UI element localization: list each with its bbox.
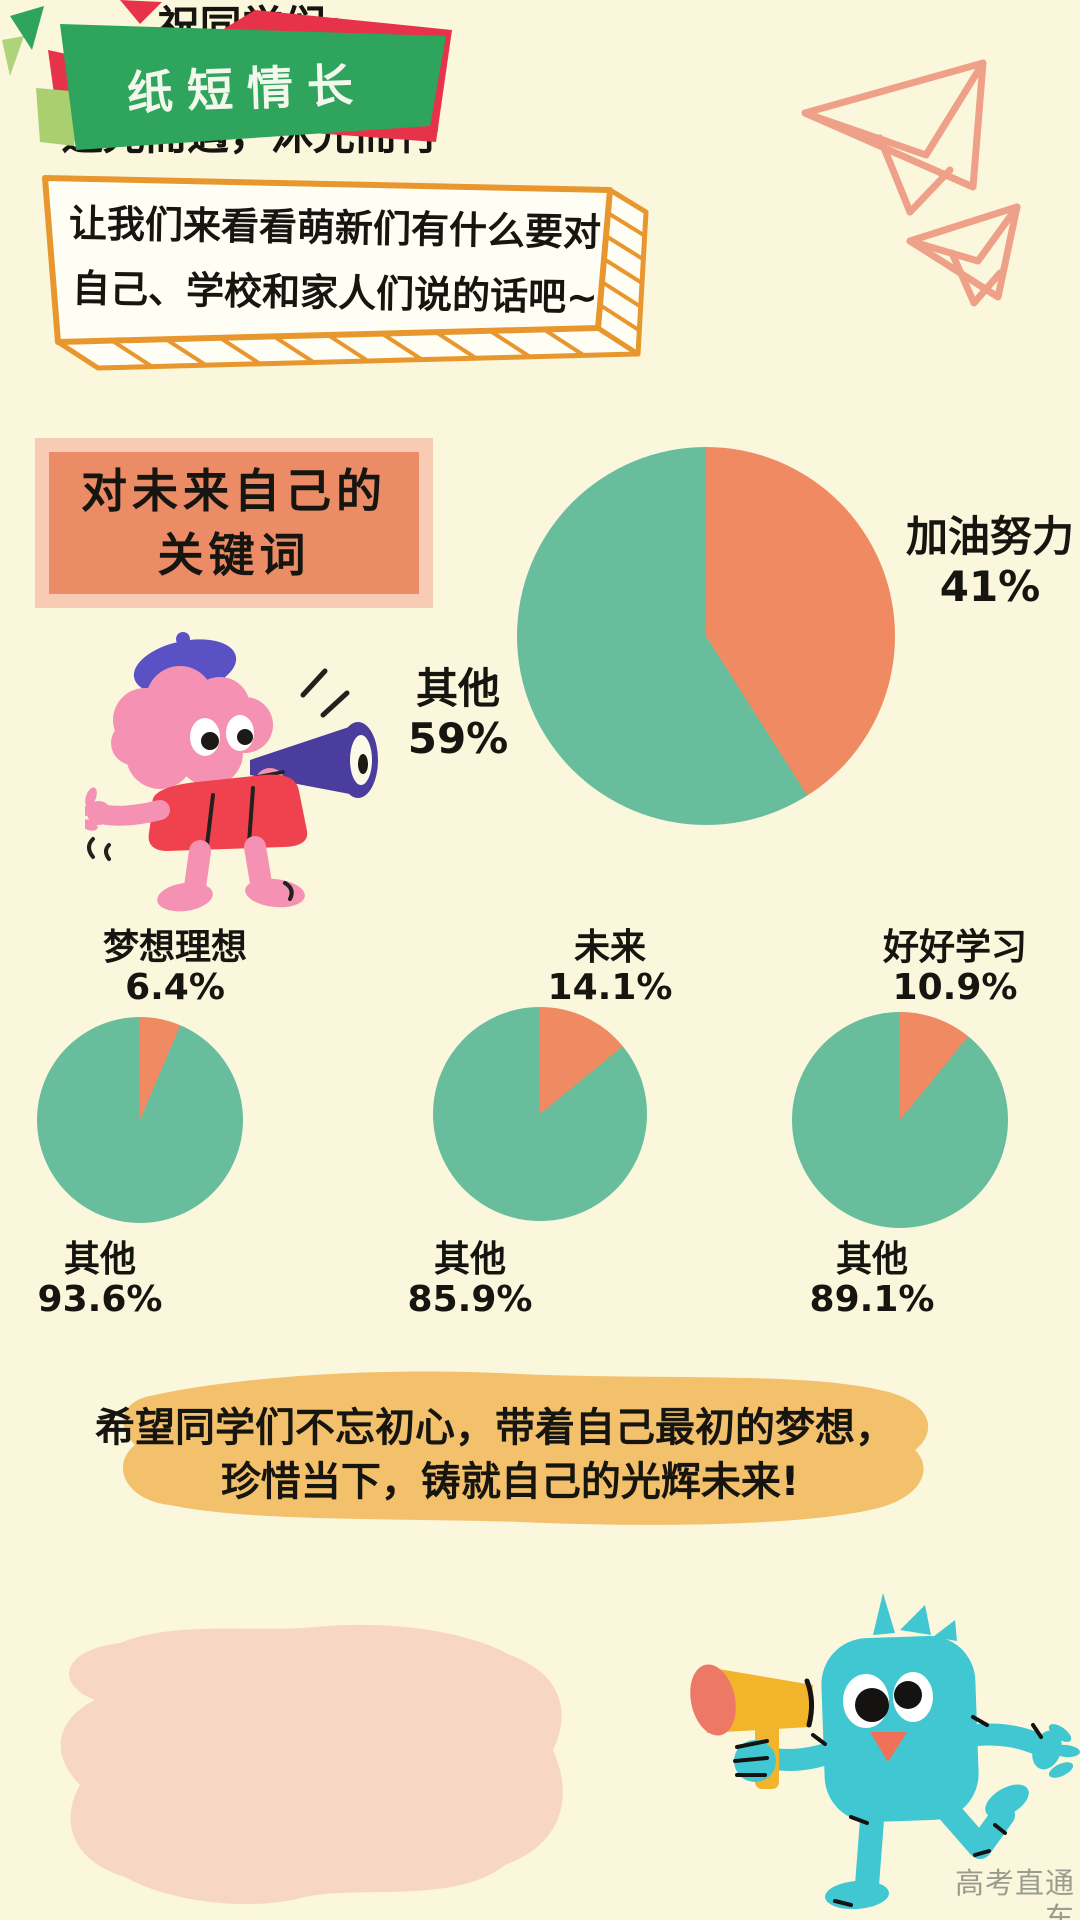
small-pie-2-bottom-label: 其他 85.9% xyxy=(375,1240,565,1320)
pink-megaphone-mascot xyxy=(85,632,378,912)
intro-text-line1: 让我们来看看萌新们有什么要对 xyxy=(68,201,602,255)
main-pie-slice2-label: 其他 xyxy=(415,664,500,713)
small-pie-1-slice2-label: 其他 xyxy=(63,1239,136,1280)
small-pie-3-slice2-label: 其他 xyxy=(835,1239,908,1280)
small-pie-1-bottom-label: 其他 93.6% xyxy=(5,1240,195,1320)
main-pie-label-left: 其他 59% xyxy=(378,664,538,764)
small-pie-2-slice1-label: 未来 xyxy=(573,927,646,968)
small-pie-3-slice2-value: 89.1% xyxy=(809,1279,935,1320)
blue-megaphone-mascot xyxy=(690,1593,1080,1910)
keyword-title-line1: 对未来自己的 xyxy=(81,464,387,518)
main-pie-label-right: 加油努力 41% xyxy=(900,512,1080,612)
banner-ribbon-graphic xyxy=(2,0,452,150)
banner-title: 纸短情长 xyxy=(126,57,368,121)
paper-plane-icon xyxy=(801,59,1021,307)
small-pie-3-slice1-value: 10.9% xyxy=(892,967,1018,1008)
small-pie-3-slice1-label: 好好学习 xyxy=(882,927,1027,968)
keyword-title-box-inner: 对未来自己的 关键词 xyxy=(49,452,419,594)
intro-text-line2: 自己、学校和家人们说的话吧~ xyxy=(71,266,599,320)
small-pie-3-top-label: 好好学习 10.9% xyxy=(860,928,1050,1008)
small-pie-1-top-label: 梦想理想 6.4% xyxy=(80,928,270,1008)
wish-bubble xyxy=(42,1624,563,1905)
small-pie-1-slice2-value: 93.6% xyxy=(37,1279,163,1320)
watermark-text: 高考直通车 xyxy=(954,1866,1075,1920)
small-pie-2-slice2-label: 其他 xyxy=(433,1239,506,1280)
message-line1: 希望同学们不忘初心，带着自己最初的梦想， xyxy=(95,1405,895,1451)
main-pie-chart xyxy=(517,447,895,825)
small-pie-3-bottom-label: 其他 89.1% xyxy=(777,1240,967,1320)
small-pie-3 xyxy=(792,1012,1008,1228)
main-pie-slice2-value: 59% xyxy=(407,714,509,763)
message-line2: 珍惜当下，铸就自己的光辉未来! xyxy=(220,1459,800,1505)
small-pie-1-slice1-label: 梦想理想 xyxy=(102,927,247,968)
main-pie-slice1-value: 41% xyxy=(939,562,1041,611)
small-pie-1 xyxy=(37,1017,243,1223)
small-pie-1-slice1-value: 6.4% xyxy=(125,967,225,1008)
small-pie-2-slice2-value: 85.9% xyxy=(407,1279,533,1320)
small-pie-2-slice1-value: 14.1% xyxy=(547,967,673,1008)
intro-box-frame xyxy=(42,175,649,371)
main-pie-slice1-label: 加油努力 xyxy=(905,512,1074,561)
small-pie-2 xyxy=(433,1007,647,1221)
keyword-title-box: 对未来自己的 关键词 xyxy=(35,438,433,608)
small-pie-2-top-label: 未来 14.1% xyxy=(515,928,705,1008)
highlight-band xyxy=(122,1371,929,1525)
keyword-title-line2: 关键词 xyxy=(157,528,311,582)
